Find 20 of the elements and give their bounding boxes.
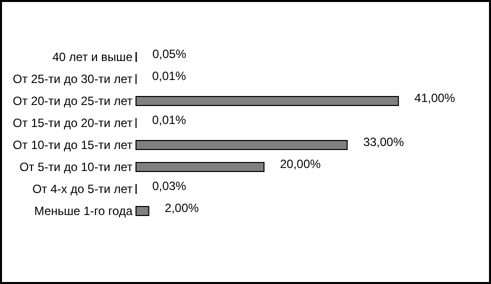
data-label: 0,01% <box>152 69 186 83</box>
bar <box>136 206 150 216</box>
data-label: 41,00% <box>414 91 456 105</box>
bar <box>136 96 399 106</box>
bar <box>136 162 264 172</box>
data-label: 0,03% <box>152 179 187 193</box>
y-tick-label: 40 лет и выше <box>52 50 133 64</box>
bar <box>136 140 348 150</box>
y-tick-label: От 4-х до 5-ти лет <box>32 182 133 196</box>
y-tick-label: От 5-ти до 10-ти лет <box>19 160 133 174</box>
data-label: 0,01% <box>152 113 186 127</box>
y-tick-label: Меньше 1-го года <box>34 204 133 218</box>
data-label: 0,05% <box>152 47 187 61</box>
y-tick-label: От 15-ти до 20-ти лет <box>12 116 133 130</box>
y-tick-label: От 20-ти до 25-ти лет <box>12 94 133 108</box>
y-tick-label: От 25-ти до 30-ти лет <box>12 72 133 86</box>
data-label: 20,00% <box>280 157 322 171</box>
data-label: 33,00% <box>363 135 404 149</box>
y-tick-label: От 10-ти до 15-ти лет <box>12 138 133 152</box>
data-label: 2,00% <box>164 201 200 215</box>
